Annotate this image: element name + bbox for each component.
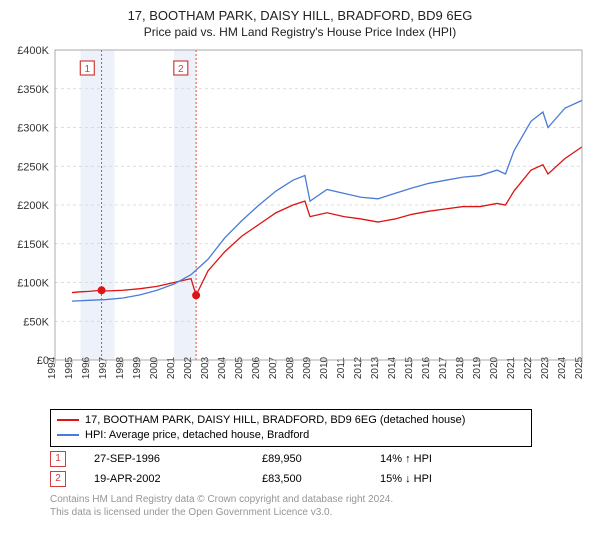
chart-container: 17, BOOTHAM PARK, DAISY HILL, BRADFORD, … (0, 0, 600, 560)
svg-text:£250K: £250K (17, 161, 49, 173)
svg-text:£400K: £400K (17, 45, 49, 57)
svg-text:£350K: £350K (17, 84, 49, 96)
transaction-row: 219-APR-2002£83,50015% ↓ HPI (50, 471, 590, 487)
legend-item: 17, BOOTHAM PARK, DAISY HILL, BRADFORD, … (57, 413, 525, 428)
svg-text:£100K: £100K (17, 277, 49, 289)
svg-text:£200K: £200K (17, 200, 49, 212)
chart-area: £0£50K£100K£150K£200K£250K£300K£350K£400… (10, 45, 590, 405)
transaction-row: 127-SEP-1996£89,95014% ↑ HPI (50, 451, 590, 467)
footer: Contains HM Land Registry data © Crown c… (50, 493, 590, 519)
svg-text:£150K: £150K (17, 239, 49, 251)
footer-line-2: This data is licensed under the Open Gov… (50, 506, 590, 519)
legend: 17, BOOTHAM PARK, DAISY HILL, BRADFORD, … (50, 409, 532, 447)
legend-item: HPI: Average price, detached house, Brad… (57, 428, 525, 443)
svg-text:1: 1 (85, 64, 91, 75)
svg-text:£300K: £300K (17, 122, 49, 134)
svg-text:£50K: £50K (23, 316, 49, 328)
footer-line-1: Contains HM Land Registry data © Crown c… (50, 493, 590, 506)
chart-subtitle: Price paid vs. HM Land Registry's House … (10, 25, 590, 39)
svg-text:2: 2 (178, 64, 184, 75)
chart-title: 17, BOOTHAM PARK, DAISY HILL, BRADFORD, … (10, 8, 590, 25)
